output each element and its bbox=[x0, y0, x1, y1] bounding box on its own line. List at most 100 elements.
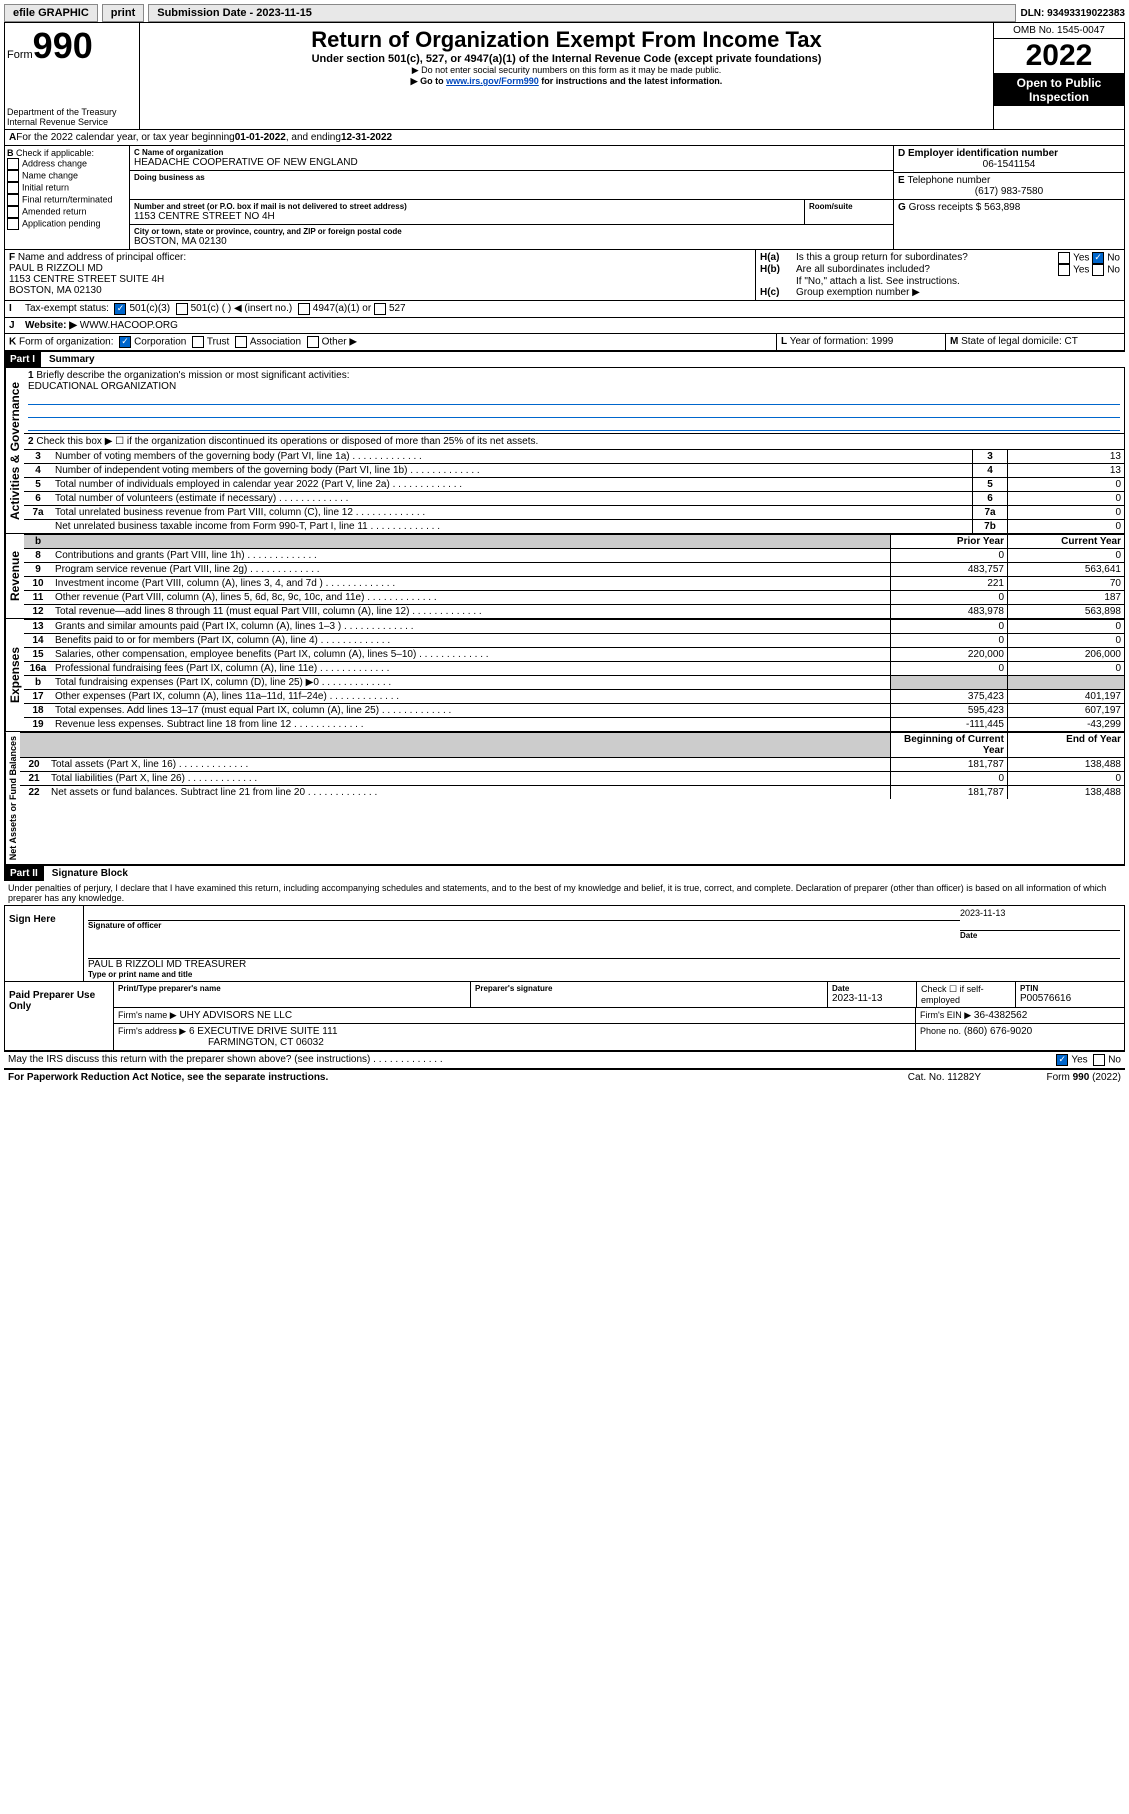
gross-receipts: 563,898 bbox=[984, 202, 1020, 213]
g-lbl: Gross receipts $ bbox=[909, 202, 982, 213]
chk-initial[interactable] bbox=[7, 182, 19, 194]
j-lbl: Website: ▶ bbox=[25, 320, 77, 331]
hb-yes-lbl: Yes bbox=[1073, 265, 1089, 276]
officer-name: PAUL B RIZZOLI MD bbox=[9, 263, 751, 274]
form-number: 990 bbox=[33, 25, 93, 66]
opt-501c: 501(c) ( ) ◀ (insert no.) bbox=[191, 303, 293, 315]
chk-corp[interactable] bbox=[119, 336, 131, 348]
chk-final[interactable] bbox=[7, 194, 19, 206]
chk-assoc[interactable] bbox=[235, 336, 247, 348]
discuss-yes-lbl: Yes bbox=[1071, 1055, 1087, 1066]
opt-4947: 4947(a)(1) or bbox=[313, 303, 371, 315]
d-lbl: Employer identification number bbox=[908, 148, 1058, 159]
dept: Department of the Treasury bbox=[7, 107, 137, 117]
chk-527[interactable] bbox=[374, 303, 386, 315]
f-lbl: Name and address of principal officer: bbox=[18, 252, 186, 263]
officer-addr1: 1153 CENTRE STREET SUITE 4H bbox=[9, 274, 751, 285]
officer-addr2: BOSTON, MA 02130 bbox=[9, 285, 751, 296]
hb-no[interactable] bbox=[1092, 264, 1104, 276]
opt-name: Name change bbox=[22, 170, 78, 180]
form-right: OMB No. 1545-0047 2022 Open to Public In… bbox=[993, 23, 1124, 129]
opt-other: Other ▶ bbox=[322, 337, 357, 348]
opt-527: 527 bbox=[389, 303, 406, 315]
prep-phone: (860) 676-9020 bbox=[964, 1026, 1032, 1037]
ha-yes[interactable] bbox=[1058, 252, 1070, 264]
firm-ein-lbl: Firm's EIN ▶ bbox=[920, 1010, 971, 1020]
sig-officer-lbl: Signature of officer bbox=[88, 921, 960, 930]
sig-date: 2023-11-13 bbox=[960, 908, 1120, 918]
exp-table: 13Grants and similar amounts paid (Part … bbox=[24, 619, 1124, 731]
i-lbl: Tax-exempt status: bbox=[25, 303, 109, 315]
ha-no[interactable] bbox=[1092, 252, 1104, 264]
print-btn[interactable]: print bbox=[102, 4, 144, 22]
ptin-lbl: PTIN bbox=[1020, 984, 1120, 993]
footer: For Paperwork Reduction Act Notice, see … bbox=[4, 1068, 1125, 1085]
tax-year: 2022 bbox=[994, 39, 1124, 74]
date-lbl: Date bbox=[960, 931, 1120, 940]
tab-exp: Expenses bbox=[5, 619, 24, 731]
form-title: Return of Organization Exempt From Incom… bbox=[144, 27, 989, 53]
chk-name[interactable] bbox=[7, 170, 19, 182]
form-header: Form990 Department of the Treasury Inter… bbox=[4, 22, 1125, 130]
dln: DLN: 93493319022383 bbox=[1020, 8, 1125, 19]
efile-btn[interactable]: efile GRAPHIC bbox=[4, 4, 98, 22]
officer-name-title: PAUL B RIZZOLI MD TREASURER bbox=[88, 959, 1120, 970]
header-grid: B Check if applicable: Address change Na… bbox=[4, 146, 1125, 250]
b-label: Check if applicable: bbox=[16, 148, 94, 158]
c-name-lbl: Name of organization bbox=[142, 148, 223, 157]
chk-501c[interactable] bbox=[176, 303, 188, 315]
chk-pending[interactable] bbox=[7, 218, 19, 230]
tab-rev: Revenue bbox=[5, 534, 24, 618]
hb-no-lbl: No bbox=[1107, 265, 1120, 276]
opt-501c3: 501(c)(3) bbox=[129, 303, 170, 315]
discuss-no-lbl: No bbox=[1108, 1055, 1121, 1066]
firm-addr2: FARMINGTON, CT 06032 bbox=[118, 1037, 324, 1048]
firm-name: UHY ADVISORS NE LLC bbox=[179, 1010, 292, 1021]
ha-lbl: Is this a group return for subordinates? bbox=[796, 252, 1058, 264]
hdr-eoy: End of Year bbox=[1008, 733, 1125, 758]
firm-ein: 36-4382562 bbox=[974, 1010, 1027, 1021]
hb-yes[interactable] bbox=[1058, 264, 1070, 276]
m-lbl: State of legal domicile: bbox=[961, 336, 1062, 347]
chk-address[interactable] bbox=[7, 158, 19, 170]
submission-date: Submission Date - 2023-11-15 bbox=[148, 4, 1016, 22]
sign-here-block: Sign Here Signature of officer 2023-11-1… bbox=[4, 905, 1125, 982]
pt-chk: Check ☐ if self-employed bbox=[917, 982, 1016, 1007]
discuss-no[interactable] bbox=[1093, 1054, 1105, 1066]
tab-gov: Activities & Governance bbox=[5, 368, 24, 533]
ha-yes-lbl: Yes bbox=[1073, 253, 1089, 264]
pt-date: 2023-11-13 bbox=[832, 993, 912, 1004]
row-j: J Website: ▶ WWW.HACOOP.ORG bbox=[4, 318, 1125, 334]
chk-other[interactable] bbox=[307, 336, 319, 348]
firm-addr-lbl: Firm's address ▶ bbox=[118, 1026, 186, 1036]
row-klm: K Form of organization: Corporation Trus… bbox=[4, 334, 1125, 351]
irs-link[interactable]: www.irs.gov/Form990 bbox=[446, 76, 539, 86]
footer-left: For Paperwork Reduction Act Notice, see … bbox=[8, 1072, 908, 1083]
chk-501c3[interactable] bbox=[114, 303, 126, 315]
chk-amended[interactable] bbox=[7, 206, 19, 218]
year-formed: 1999 bbox=[871, 336, 893, 347]
row-i: I Tax-exempt status: 501(c)(3) 501(c) ( … bbox=[4, 301, 1125, 318]
form-left: Form990 Department of the Treasury Inter… bbox=[5, 23, 140, 129]
chk-4947[interactable] bbox=[298, 303, 310, 315]
opt-corp: Corporation bbox=[134, 337, 186, 348]
ha-no-lbl: No bbox=[1107, 253, 1120, 264]
gov-table: 3Number of voting members of the governi… bbox=[24, 449, 1124, 533]
row-a: A For the 2022 calendar year, or tax yea… bbox=[4, 130, 1125, 146]
phone: (617) 983-7580 bbox=[898, 186, 1120, 197]
discuss-yes[interactable] bbox=[1056, 1054, 1068, 1066]
part2-title: Signature Block bbox=[44, 868, 128, 879]
opt-pending: Application pending bbox=[22, 218, 101, 228]
pt-date-lbl: Date bbox=[832, 984, 912, 993]
firm-addr1: 6 EXECUTIVE DRIVE SUITE 111 bbox=[189, 1026, 338, 1037]
chk-trust[interactable] bbox=[192, 336, 204, 348]
street: 1153 CENTRE STREET NO 4H bbox=[134, 211, 800, 222]
section-h: H(a)Is this a group return for subordina… bbox=[756, 250, 1124, 300]
room-lbl: Room/suite bbox=[809, 202, 889, 211]
ptin: P00576616 bbox=[1020, 993, 1120, 1004]
discuss: May the IRS discuss this return with the… bbox=[8, 1054, 370, 1065]
sub2: ▶ Do not enter social security numbers o… bbox=[144, 65, 989, 76]
tab-net: Net Assets or Fund Balances bbox=[5, 732, 20, 864]
hdr-bcy: Beginning of Current Year bbox=[891, 733, 1008, 758]
part1-header: Part I Summary bbox=[4, 351, 1125, 367]
